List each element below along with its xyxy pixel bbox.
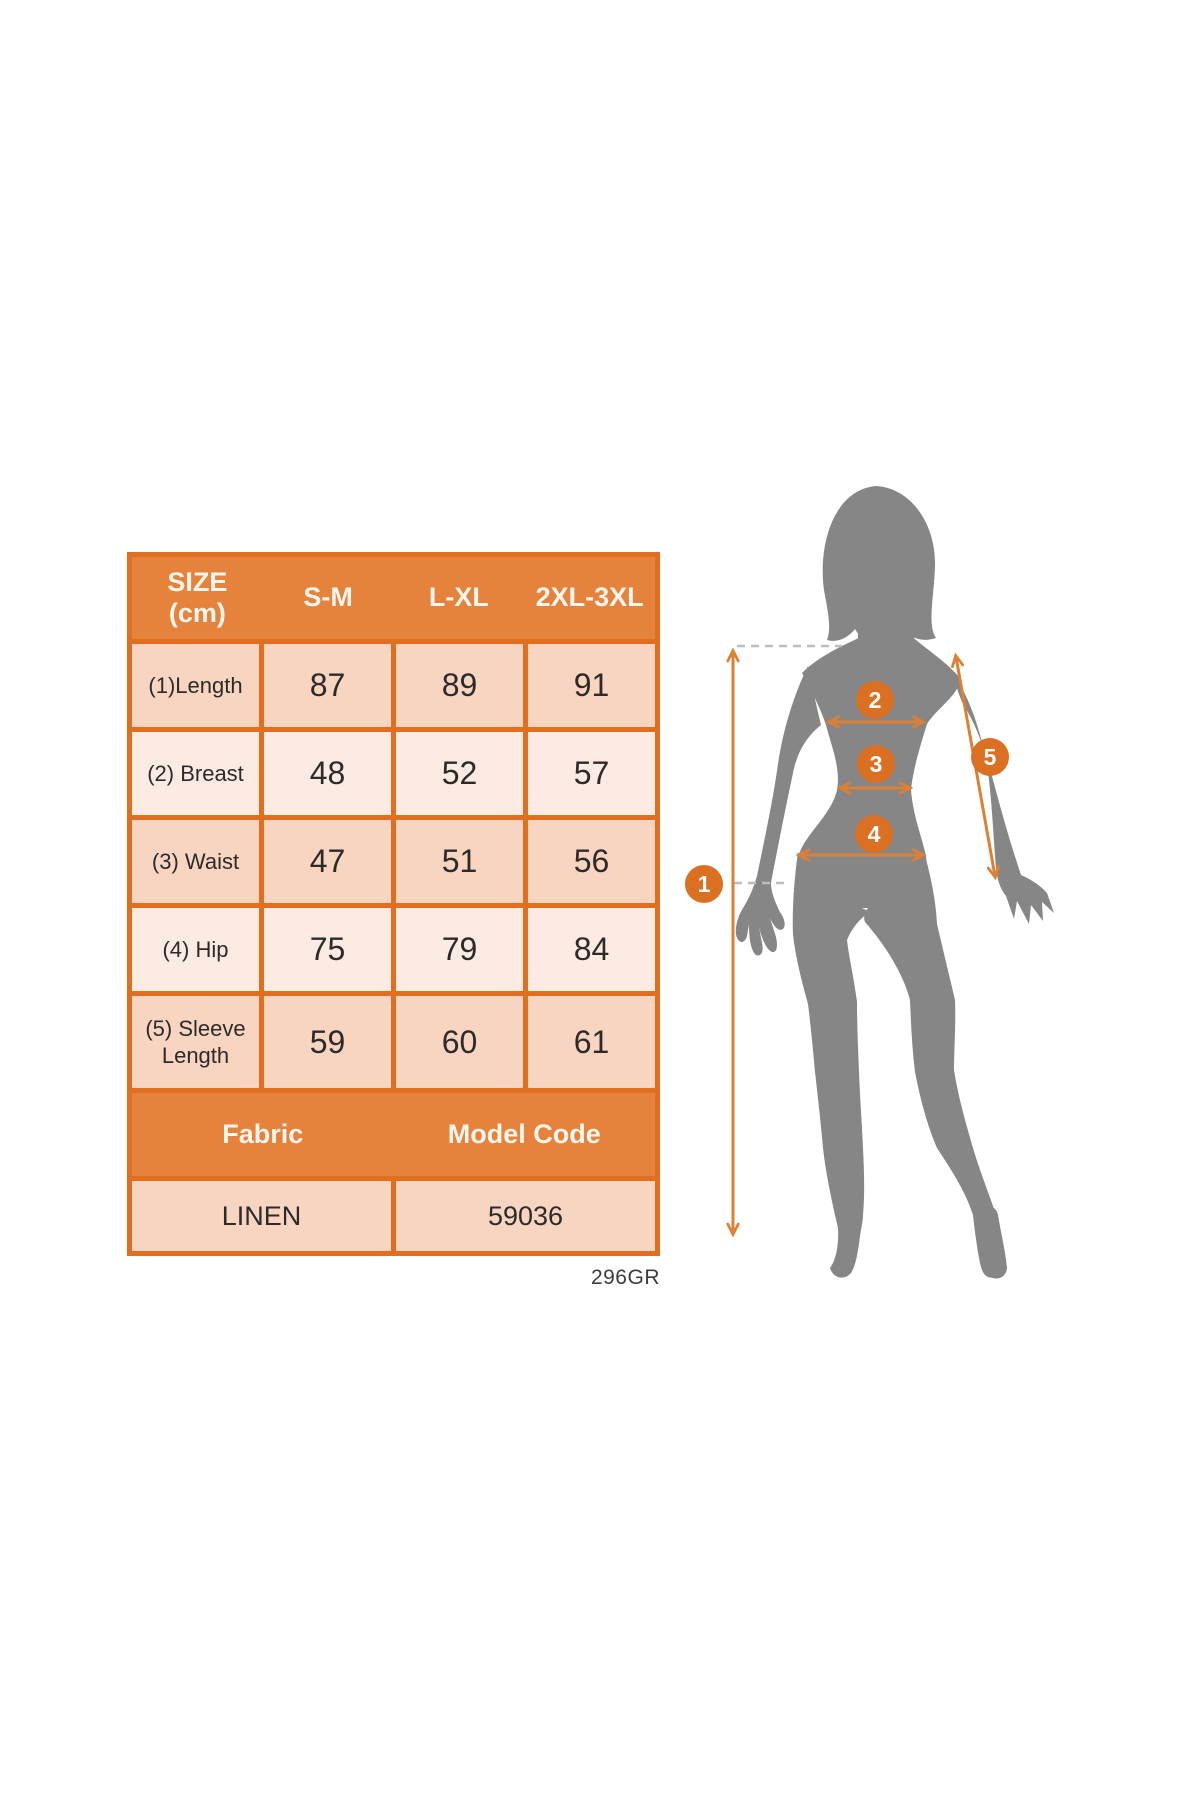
value-sleeve-lxl: 60 bbox=[396, 996, 523, 1088]
silhouette-right-arm bbox=[954, 674, 1054, 924]
row-label-waist: (3) Waist bbox=[132, 820, 259, 903]
header-col-sm: S-M bbox=[303, 582, 353, 613]
fabric-value: LINEN bbox=[132, 1181, 391, 1251]
value-waist-sm: 47 bbox=[264, 820, 391, 903]
header-size-line2: (cm) bbox=[168, 598, 226, 628]
value-hip-lxl: 79 bbox=[396, 908, 523, 991]
silhouette-head bbox=[822, 486, 936, 644]
marker-5-sleeve: 5 bbox=[971, 738, 1009, 776]
silhouette-right-foot bbox=[973, 1205, 1007, 1279]
value-length-lxl: 89 bbox=[396, 644, 523, 727]
fabric-header: Fabric bbox=[222, 1118, 304, 1149]
value-hip-sm: 75 bbox=[264, 908, 391, 991]
value-hip-2xl3xl: 84 bbox=[528, 908, 655, 991]
row-label-length: (1)Length bbox=[132, 644, 259, 727]
size-chart-table: SIZE (cm) S-M L-XL 2XL-3XL (1)Length 87 … bbox=[127, 552, 660, 1256]
header-size-cm: SIZE (cm) bbox=[132, 557, 263, 639]
marker-1-length: 1 bbox=[685, 865, 723, 903]
silhouette-right-leg bbox=[864, 852, 1003, 1278]
row-label-hip: (4) Hip bbox=[132, 908, 259, 991]
value-sleeve-2xl3xl: 61 bbox=[528, 996, 655, 1088]
value-waist-lxl: 51 bbox=[396, 820, 523, 903]
marker-3-waist: 3 bbox=[857, 745, 895, 783]
model-code-header: Model Code bbox=[447, 1118, 601, 1149]
marker-2-breast: 2 bbox=[856, 681, 894, 719]
value-waist-2xl3xl: 56 bbox=[528, 820, 655, 903]
value-length-2xl3xl: 91 bbox=[528, 644, 655, 727]
silhouette-left-leg bbox=[792, 852, 870, 1278]
value-length-sm: 87 bbox=[264, 644, 391, 727]
silhouette-left-arm bbox=[735, 666, 821, 956]
table-footer-header-row: Fabric Model Code bbox=[132, 1093, 655, 1176]
measurement-diagram: 1 2 3 4 5 bbox=[630, 480, 1080, 1290]
value-breast-sm: 48 bbox=[264, 732, 391, 815]
header-size-line1: SIZE bbox=[167, 566, 228, 597]
value-sleeve-sm: 59 bbox=[264, 996, 391, 1088]
marker-4-hip: 4 bbox=[855, 815, 893, 853]
header-col-2xl3xl: 2XL-3XL bbox=[535, 582, 644, 613]
value-breast-lxl: 52 bbox=[396, 732, 523, 815]
value-breast-2xl3xl: 57 bbox=[528, 732, 655, 815]
row-label-sleeve-length: (5) Sleeve Length bbox=[132, 996, 259, 1088]
table-header-row: SIZE (cm) S-M L-XL 2XL-3XL bbox=[132, 557, 655, 639]
header-col-lxl: L-XL bbox=[428, 582, 489, 613]
color-code-note: 296GR bbox=[590, 1266, 660, 1289]
row-label-breast: (2) Breast bbox=[132, 732, 259, 815]
model-code-value: 59036 bbox=[396, 1181, 655, 1251]
